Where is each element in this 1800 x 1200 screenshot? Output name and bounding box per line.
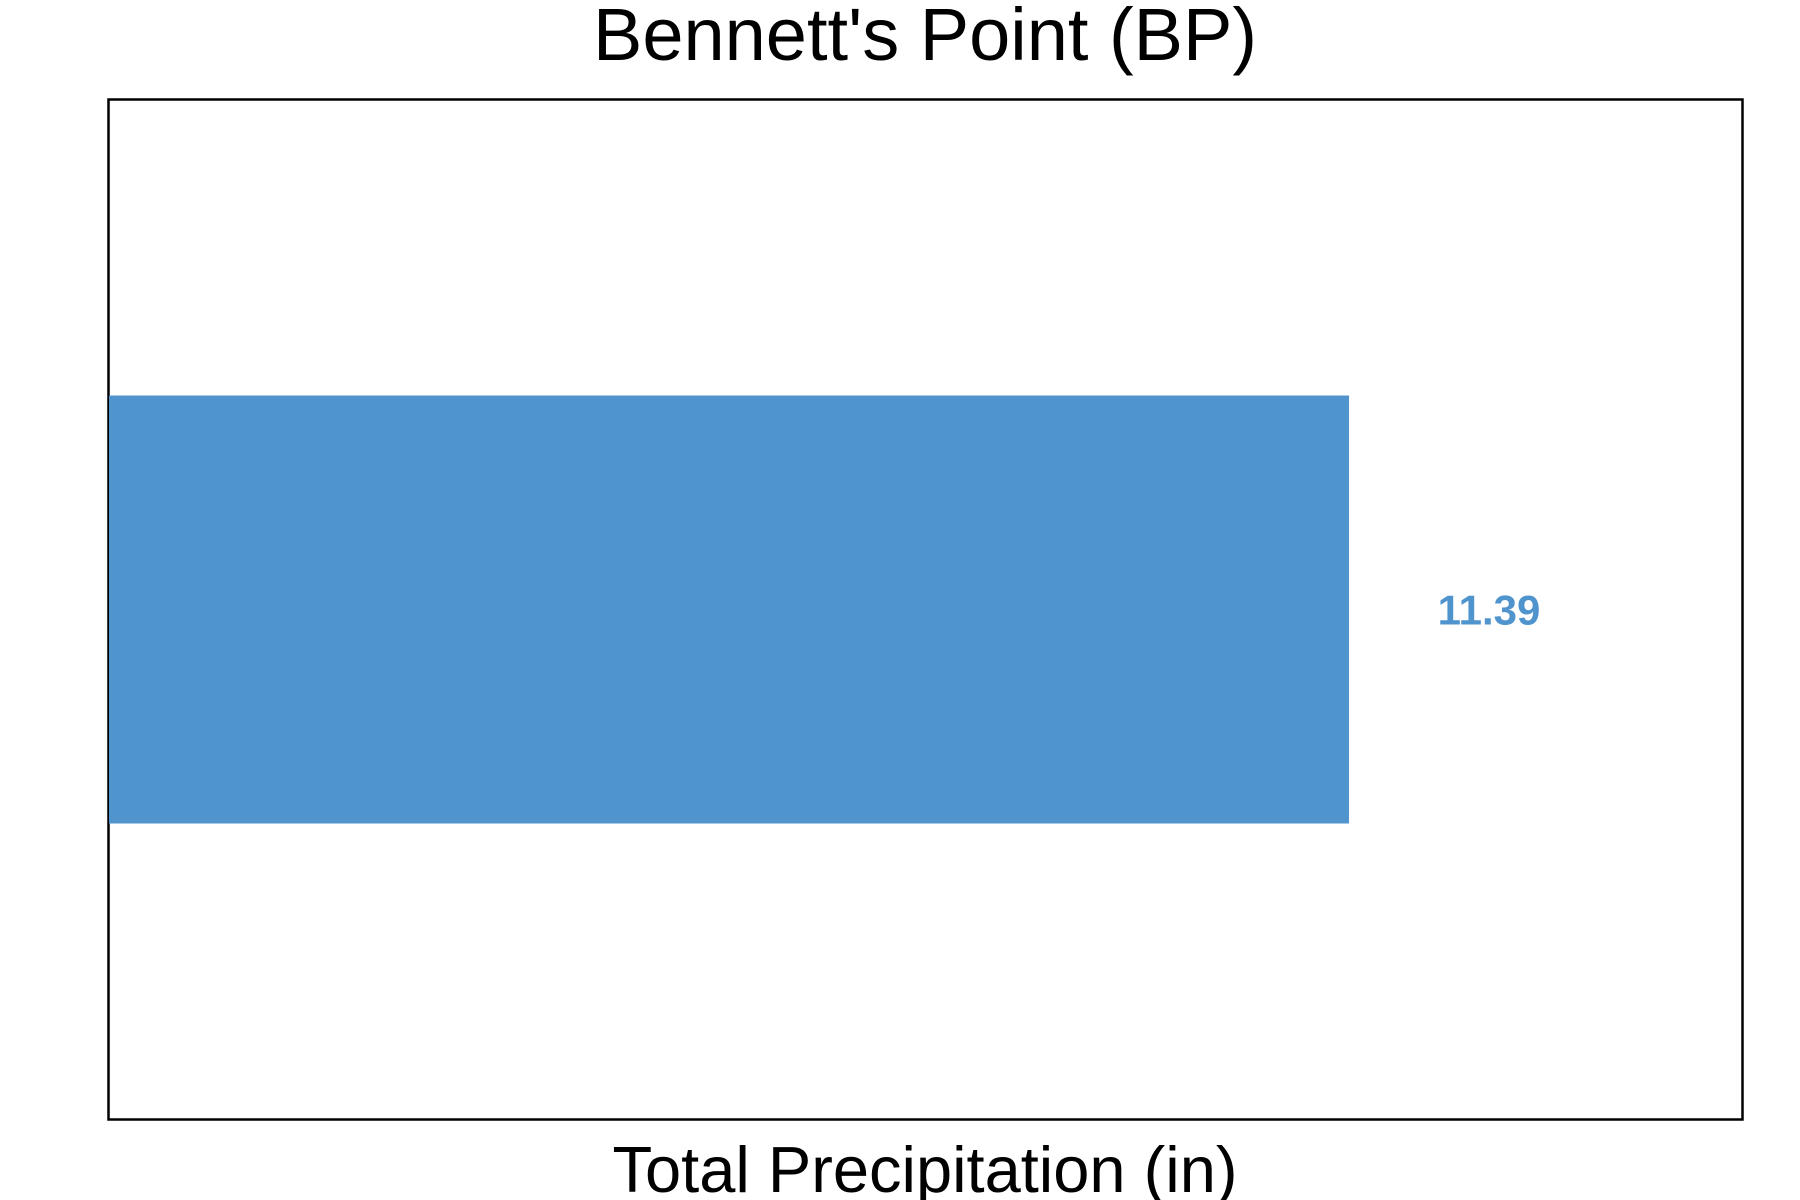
chart-title: Bennett's Point (BP)	[593, 0, 1257, 76]
bar-value-label: 11.39	[1438, 587, 1541, 634]
bars-layer	[109, 395, 1349, 824]
x-axis-label: Total Precipitation (in)	[613, 1133, 1238, 1200]
bar-bp	[109, 395, 1349, 824]
data-labels-layer: 11.39	[1438, 587, 1541, 634]
